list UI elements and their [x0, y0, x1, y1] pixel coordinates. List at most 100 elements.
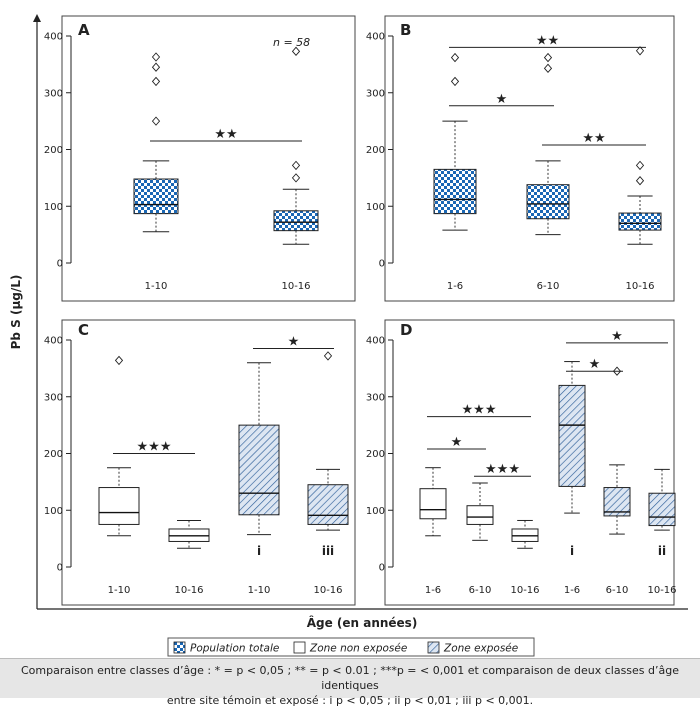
- panel-b-comparison-stars: ★★: [536, 33, 559, 48]
- panel-c-box-exp: [238, 424, 280, 516]
- legend-label-exp: Zone exposée: [443, 643, 518, 655]
- panel-d-x-tick-label: 10-16: [647, 585, 676, 596]
- panel-c-box-non: [98, 487, 140, 525]
- panel-b-outlier: [635, 160, 645, 171]
- panel-c-outlier: [323, 351, 333, 361]
- panel-d-box-exp: [648, 492, 676, 527]
- panel-d-box-non: [466, 505, 494, 525]
- panel-b-comparison-stars: ★: [496, 92, 508, 107]
- legend-label-non: Zone non exposée: [309, 643, 407, 655]
- panel-b-x-tick-label: 10-16: [625, 281, 654, 292]
- panel-c-y-tick-label: 400: [44, 336, 63, 347]
- panel-b-outlier: [635, 176, 645, 186]
- panel-c-significance-label: i: [257, 544, 261, 558]
- panel-A: An = 58 0 100 200 300 400 1-10 10-16 ★★: [44, 15, 356, 302]
- panel-b-comparison-stars: ★★: [582, 131, 605, 146]
- panel-c-y-tick-label: 300: [44, 392, 63, 403]
- legend-frame: [167, 637, 535, 657]
- panel-a-outlier: [151, 62, 161, 72]
- panel-b-outlier: [635, 46, 645, 56]
- panel-c-x-tick-label: 1-10: [248, 585, 271, 596]
- panel-b-box-total: [433, 168, 477, 215]
- figure-caption: Comparaison entre classes d’âge : * = p …: [0, 658, 700, 707]
- panel-b-y-tick-label: 0: [379, 259, 385, 270]
- panel-a-outlier: [291, 173, 301, 183]
- panel-D: D 0 100 200 300 400 1-6 6-10 10-16 1-6 i 6-10 10-16 i…: [366, 319, 677, 606]
- panel-c-comparison-stars: ★: [288, 335, 300, 350]
- panel-b-y-tick-label: 200: [366, 145, 385, 156]
- panel-a-y-tick-label: 300: [44, 88, 63, 99]
- panel-a-outlier: [151, 116, 161, 126]
- panel-a-y-tick-label: 200: [44, 145, 63, 156]
- panel-b-label: B: [400, 21, 411, 39]
- panel-c-y-tick-label: 0: [57, 563, 63, 574]
- legend-swatch-non: [293, 641, 306, 654]
- legend-label-total: Population totale: [190, 643, 279, 655]
- panel-a-y-tick-label: 100: [44, 202, 63, 213]
- panel-a-box-total: [133, 178, 179, 215]
- panel-b-box-total: [526, 184, 570, 220]
- panel-c-significance-label: iii: [322, 544, 334, 558]
- panel-d-significance-label: ii: [658, 544, 666, 558]
- panel-d-comparison-stars: ★★★: [485, 462, 520, 477]
- panel-b-outlier: [450, 76, 460, 87]
- panel-d-x-tick-label: 6-10: [606, 585, 629, 596]
- legend-swatch-total: [173, 641, 186, 654]
- figure-canvas: Pb S (µg/L) Âge (en années) An = 58 0 100 2…: [9, 14, 688, 657]
- panel-b-y-tick-label: 300: [366, 88, 385, 99]
- panel-b-x-tick-label: 6-10: [537, 281, 560, 292]
- panel-a-box-total: [273, 210, 319, 232]
- panel-b-box-total: [618, 212, 662, 231]
- panel-d-y-tick-label: 200: [366, 449, 385, 460]
- panel-a-n-annotation: n = 58: [273, 36, 310, 49]
- panel-b-frame: [384, 15, 675, 302]
- panel-b-y-tick-label: 400: [366, 32, 385, 43]
- panel-d-x-tick-label: 10-16: [510, 585, 539, 596]
- panel-a-x-tick-label: 10-16: [281, 281, 310, 292]
- panel-d-y-tick-label: 300: [366, 392, 385, 403]
- panel-a-outlier: [291, 160, 301, 171]
- panel-b-y-tick-label: 100: [366, 202, 385, 213]
- panel-b-outlier: [450, 52, 460, 63]
- panel-d-box-exp: [558, 384, 586, 487]
- panel-a-outlier: [151, 76, 161, 87]
- caption-line-2: entre site témoin et exposé : i p < 0,05…: [166, 694, 534, 707]
- panel-c-label: C: [78, 321, 89, 339]
- panel-a-outlier: [291, 46, 301, 57]
- panel-d-y-tick-label: 0: [379, 563, 385, 574]
- panel-a-y-tick-label: 400: [44, 32, 63, 43]
- panel-d-x-tick-label: 6-10: [469, 585, 492, 596]
- legend: Population totale Zone non exposée Zone …: [167, 637, 535, 657]
- panel-c-x-tick-label: 10-16: [174, 585, 203, 596]
- panel-d-y-tick-label: 400: [366, 336, 385, 347]
- panel-b-outlier: [543, 52, 553, 63]
- panel-d-frame: [384, 319, 675, 606]
- legend-swatch-exp: [427, 641, 440, 654]
- y-axis-label: Pb S (µg/L): [9, 275, 23, 350]
- panel-c-comparison-stars: ★★★: [137, 440, 172, 455]
- panel-d-x-tick-label: 1-6: [425, 585, 441, 596]
- caption-line-1: Comparaison entre classes d’âge : * = p …: [20, 664, 680, 692]
- panel-c-outlier: [114, 355, 124, 366]
- panel-b-outlier: [543, 63, 553, 74]
- panel-b-x-tick-label: 1-6: [447, 281, 463, 292]
- panel-d-y-tick-label: 100: [366, 506, 385, 517]
- x-axis-label: Âge (en années): [307, 615, 418, 630]
- panel-a-frame: [61, 15, 356, 302]
- panel-a-x-tick-label: 1-10: [145, 281, 168, 292]
- panel-a-outlier: [151, 52, 161, 62]
- panel-d-comparison-stars: ★: [451, 435, 463, 450]
- panel-d-comparison-stars: ★★★: [462, 403, 497, 418]
- panel-a-y-tick-label: 0: [57, 259, 63, 270]
- panel-d-x-tick-label: 1-6: [564, 585, 580, 596]
- panel-c-frame: [61, 319, 356, 606]
- panel-c-box-exp: [307, 484, 349, 525]
- panel-c-x-tick-label: 1-10: [108, 585, 131, 596]
- panel-c-y-tick-label: 200: [44, 449, 63, 460]
- panel-d-significance-label: i: [570, 544, 574, 558]
- panel-d-comparison-stars: ★: [611, 329, 623, 344]
- panel-d-comparison-stars: ★: [589, 357, 601, 372]
- panel-a-comparison-stars: ★★: [214, 127, 237, 142]
